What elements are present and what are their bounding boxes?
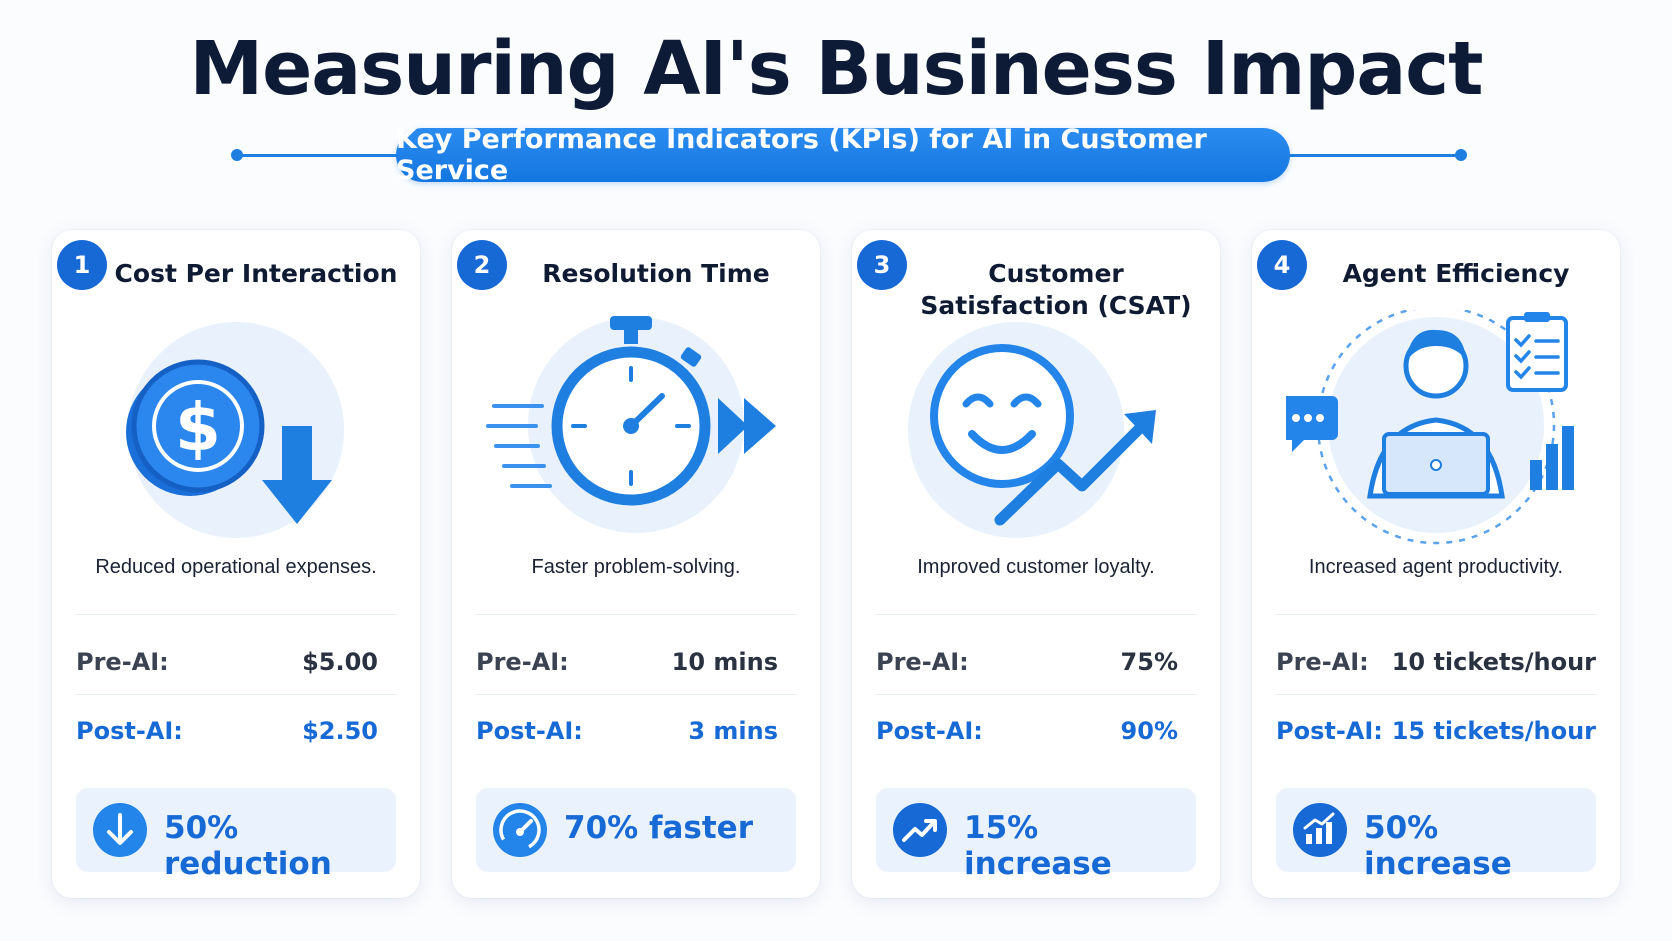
post-ai-row: Post-AI: 90% xyxy=(876,717,1196,757)
impact-box: 50% increase xyxy=(1276,788,1596,882)
card-number-badge: 1 xyxy=(57,240,107,290)
subtitle-banner: Key Performance Indicators (KPIs) for AI… xyxy=(231,124,1467,186)
pre-ai-value: $5.00 xyxy=(302,648,378,676)
pre-ai-row: Pre-AI: $5.00 xyxy=(76,648,396,688)
pre-ai-value: 75% xyxy=(1120,648,1178,676)
pre-ai-row: Pre-AI: 75% xyxy=(876,648,1196,688)
card-title: Agent Efficiency xyxy=(1342,259,1570,288)
card-number-badge: 3 xyxy=(857,240,907,290)
divider xyxy=(476,694,796,695)
divider xyxy=(1276,694,1596,695)
impact-box: 15% increase xyxy=(876,788,1196,882)
card-description: Increased agent productivity. xyxy=(1308,556,1564,578)
post-ai-row: Post-AI: 3 mins xyxy=(476,717,796,757)
coin-down-arrow-icon: $ xyxy=(86,310,386,570)
post-ai-row: Post-AI: $2.50 xyxy=(76,717,396,757)
banner-dot-right xyxy=(1455,149,1467,161)
post-ai-row: Post-AI: 15 tickets/hour xyxy=(1276,717,1596,757)
pre-ai-label: Pre-AI: xyxy=(476,648,569,676)
impact-box: 50% reduction xyxy=(76,788,396,882)
post-ai-label: Post-AI: xyxy=(1276,717,1383,745)
post-ai-value: 3 mins xyxy=(688,717,778,745)
card-title: Customer Satisfaction (CSAT) xyxy=(920,259,1192,320)
post-ai-label: Post-AI: xyxy=(76,717,183,745)
post-ai-value: 90% xyxy=(1120,717,1178,745)
card-number-badge: 2 xyxy=(457,240,507,290)
pre-ai-label: Pre-AI: xyxy=(876,648,969,676)
kpi-card-resolution: 2 Resolution Time xyxy=(452,230,820,898)
svg-text:$: $ xyxy=(175,389,221,466)
pre-ai-label: Pre-AI: xyxy=(76,648,169,676)
impact-box: 70% faster xyxy=(476,788,796,872)
page-subtitle: Key Performance Indicators (KPIs) for AI… xyxy=(396,124,1290,186)
impact-text: 15% increase xyxy=(964,810,1112,882)
page-title: Measuring AI's Business Impact xyxy=(189,26,1483,112)
divider xyxy=(1276,614,1596,615)
pre-ai-value: 10 mins xyxy=(671,648,778,676)
divider xyxy=(76,614,396,615)
pre-ai-value: 10 tickets/hour xyxy=(1391,648,1596,676)
post-ai-label: Post-AI: xyxy=(476,717,583,745)
arrow-down-icon xyxy=(93,803,147,857)
divider xyxy=(76,694,396,695)
card-number-badge: 4 xyxy=(1257,240,1307,290)
divider xyxy=(476,614,796,615)
impact-text: 70% faster xyxy=(564,810,753,846)
card-description: Improved customer loyalty. xyxy=(917,556,1155,578)
agent-laptop-icon xyxy=(1278,305,1586,570)
kpi-card-agent-efficiency: 4 Agent Efficiency Increased agent xyxy=(1252,230,1620,898)
smiley-trend-icon xyxy=(886,310,1186,570)
divider xyxy=(876,694,1196,695)
impact-text: 50% reduction xyxy=(164,810,332,882)
pre-ai-row: Pre-AI: 10 tickets/hour xyxy=(1276,648,1596,688)
post-ai-value: 15 tickets/hour xyxy=(1391,717,1596,745)
divider xyxy=(876,614,1196,615)
speedometer-icon xyxy=(493,803,547,857)
kpi-card-cost: 1 Cost Per Interaction $ Reduced operati… xyxy=(52,230,420,898)
post-ai-value: $2.50 xyxy=(302,717,378,745)
pre-ai-row: Pre-AI: 10 mins xyxy=(476,648,796,688)
trend-up-icon xyxy=(893,803,947,857)
card-description: Faster problem-solving. xyxy=(531,556,741,578)
card-description: Reduced operational expenses. xyxy=(95,556,377,578)
post-ai-label: Post-AI: xyxy=(876,717,983,745)
bar-chart-up-icon xyxy=(1293,803,1347,857)
card-title: Resolution Time xyxy=(542,259,770,288)
card-title: Cost Per Interaction xyxy=(114,259,398,288)
impact-text: 50% increase xyxy=(1364,810,1512,882)
kpi-card-csat: 3 Customer Satisfaction (CSAT) Improved … xyxy=(852,230,1220,898)
stopwatch-icon xyxy=(486,310,786,570)
pre-ai-label: Pre-AI: xyxy=(1276,648,1369,676)
